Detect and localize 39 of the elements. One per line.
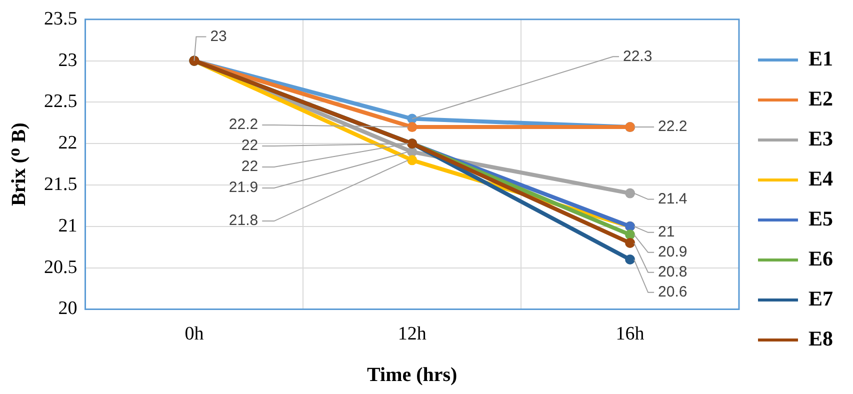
legend-label: E4 [808,166,834,190]
point [407,122,418,132]
data-label: 21.9 [228,179,258,196]
x-tick-label: 0h [184,324,204,345]
data-label: 22 [241,137,258,154]
data-label: 22 [241,158,258,176]
point [625,254,636,265]
legend-label: E3 [808,126,834,150]
data-label: 21.4 [658,190,688,208]
data-label: 20.8 [658,264,688,281]
legend-label: E2 [808,86,834,110]
y-tick-label: 22.5 [44,91,78,112]
y-tick-label: 21 [58,215,78,236]
y-tick-label: 23.5 [44,8,78,30]
point [625,238,636,248]
data-label: 22.2 [228,116,258,134]
point [625,188,636,198]
data-label: 23 [210,28,227,45]
y-tick-label: 22 [58,132,78,154]
y-axis-title: Brix (ᴼ B) [8,122,30,206]
y-tick-label: 23 [58,50,78,71]
data-label: 20.6 [658,284,688,301]
x-tick-label: 16h [616,324,645,345]
legend-label: E8 [808,326,834,350]
data-label: 22.2 [658,118,688,136]
x-tick-label: 12h [398,324,427,345]
data-label: 21 [658,224,675,241]
legend-label: E5 [808,206,834,230]
legend-label: E1 [808,46,834,70]
x-axis-title: Time (hrs) [367,364,458,386]
y-tick-label: 21.5 [44,174,78,195]
data-label: 22.3 [622,48,652,65]
legend-label: E6 [808,246,834,270]
y-tick-label: 20.5 [44,256,78,278]
y-tick-label: 20 [58,298,78,320]
data-label: 21.8 [228,212,258,230]
data-label: 20.9 [658,244,688,261]
point [407,155,418,166]
legend-label: E7 [808,286,834,310]
